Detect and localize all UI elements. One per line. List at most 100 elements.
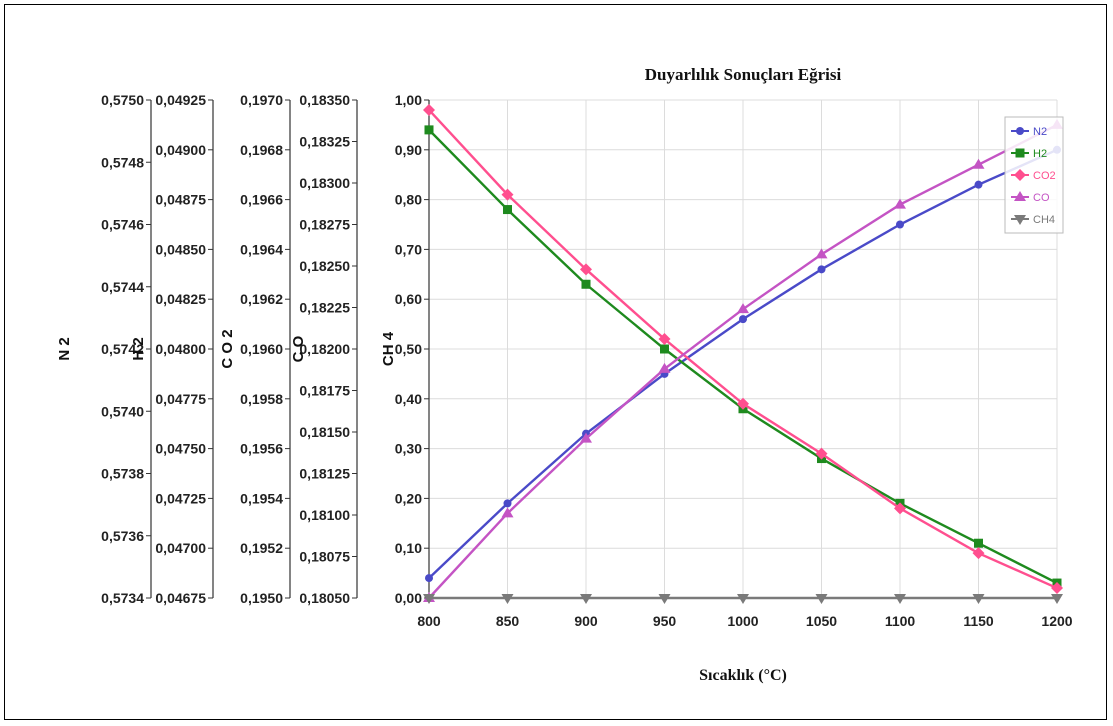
secondary-y-tick-label: 0,1952 (240, 540, 283, 556)
secondary-y-tick-label: 0,18125 (299, 466, 350, 482)
series-point-co (737, 303, 749, 314)
series-point-h2 (974, 538, 983, 548)
legend-swatch-marker (1016, 127, 1024, 135)
secondary-y-tick-label: 0,5740 (101, 403, 144, 419)
primary-y-tick-label: 0,80 (395, 192, 422, 208)
series-point-co2 (894, 502, 906, 515)
chart-frame: Duyarlılık Sonuçları Eğrisi 0,00 0,10 0,20 0… (4, 4, 1107, 720)
series-point-ch4 (1051, 594, 1063, 604)
series-point-co (894, 198, 906, 209)
secondary-y-tick-label: 0,04875 (155, 192, 206, 208)
legend-swatch-marker (1015, 148, 1025, 158)
secondary-y-tick-label: 0,1962 (240, 291, 283, 307)
series-point-co2 (580, 263, 592, 276)
x-tick-label: 1050 (806, 613, 837, 629)
series-point-n2 (817, 265, 826, 274)
primary-y-tick-label: 0,30 (395, 441, 422, 457)
secondary-y-tick-label: 0,1960 (240, 341, 283, 357)
secondary-y-tick-label: 0,04675 (155, 590, 206, 606)
series-point-h2 (660, 344, 669, 354)
secondary-y-tick-label: 0,5738 (101, 466, 144, 482)
series-point-co (972, 158, 985, 169)
chart-title: Duyarlılık Sonuçları Eğrisi (645, 65, 842, 84)
series-point-co (658, 362, 671, 373)
series-point-co2 (737, 397, 749, 410)
series-point-h2 (424, 125, 434, 135)
secondary-y-axis-title: H 2 (130, 337, 147, 360)
x-tick-label: 1150 (963, 613, 994, 629)
secondary-y-tick-label: 0,1950 (240, 590, 283, 606)
secondary-y-tick-label: 0,04750 (155, 441, 206, 457)
series-point-n2 (425, 574, 433, 583)
series-point-ch4 (815, 594, 828, 604)
series-point-ch4 (972, 594, 985, 604)
secondary-y-tick-label: 0,18150 (299, 424, 350, 440)
series-point-ch4 (737, 594, 749, 604)
series-point-co (501, 507, 514, 518)
secondary-y-tick-label: 0,5736 (101, 528, 144, 544)
series-point-n2 (974, 180, 983, 189)
x-tick-label: 850 (496, 613, 520, 629)
legend-swatch-marker (1014, 169, 1026, 181)
secondary-y-tick-label: 0,18050 (299, 590, 350, 606)
x-tick-label: 800 (417, 613, 441, 629)
legend-label: N2 (1033, 126, 1047, 138)
legend-label: H2 (1033, 148, 1047, 160)
series-point-n2 (739, 315, 747, 324)
x-tick-label: 900 (574, 613, 598, 629)
series-point-n2 (503, 499, 512, 508)
primary-y-tick-label: 0,20 (395, 490, 422, 506)
chart-svg: Duyarlılık Sonuçları Eğrisi 0,00 0,10 0,20 0… (56, 65, 1073, 684)
secondary-y-tick-label: 0,18275 (299, 217, 350, 233)
x-tick-label: 1100 (885, 613, 916, 629)
primary-y-tick-label: 0,50 (395, 341, 422, 357)
secondary-y-tick-label: 0,18300 (299, 175, 350, 191)
secondary-y-tick-label: 0,1964 (240, 241, 283, 257)
series-point-co (580, 432, 592, 443)
primary-y-tick-label: 0,40 (395, 391, 422, 407)
secondary-y-tick-label: 0,1956 (240, 441, 283, 457)
secondary-y-tick-label: 0,1968 (240, 142, 283, 158)
primary-y-axis-title: CH 4 (380, 331, 397, 366)
primary-y-tick-label: 0,90 (395, 142, 422, 158)
secondary-y-tick-label: 0,18175 (299, 383, 350, 399)
secondary-y-tick-label: 0,04725 (155, 490, 206, 506)
secondary-y-tick-label: 0,04900 (155, 142, 206, 158)
secondary-y-tick-label: 0,04825 (155, 291, 206, 307)
series-point-ch4 (501, 594, 514, 604)
secondary-y-tick-label: 0,04800 (155, 341, 206, 357)
secondary-y-tick-label: 0,1970 (240, 92, 283, 108)
series-point-co2 (501, 188, 514, 201)
x-tick-label: 950 (653, 613, 677, 629)
secondary-y-tick-label: 0,5746 (101, 217, 144, 233)
x-axis-title: Sıcaklık (°C) (699, 667, 787, 684)
secondary-y-axis-title: C O 2 (219, 329, 236, 368)
series-point-co2 (972, 547, 985, 560)
primary-y-tick-label: 0,10 (395, 540, 422, 556)
secondary-y-axis-title: N 2 (56, 337, 73, 360)
secondary-y-tick-label: 0,04925 (155, 92, 206, 108)
secondary-y-tick-label: 0,04700 (155, 540, 206, 556)
series-point-ch4 (423, 594, 435, 604)
legend-label: CO (1033, 192, 1050, 204)
secondary-y-tick-label: 0,5734 (101, 590, 144, 606)
series-point-co2 (423, 103, 435, 116)
secondary-y-tick-label: 0,18075 (299, 549, 350, 565)
secondary-y-tick-label: 0,5744 (101, 279, 144, 295)
secondary-y-tick-label: 0,1954 (240, 490, 283, 506)
x-tick-label: 1000 (727, 613, 758, 629)
secondary-y-axis-title: C O (290, 335, 307, 362)
primary-y-tick-label: 0,00 (395, 590, 422, 606)
legend-label: CH4 (1033, 214, 1055, 226)
secondary-y-tick-label: 0,04850 (155, 241, 206, 257)
secondary-y-tick-label: 0,04775 (155, 391, 206, 407)
secondary-y-tick-label: 0,18100 (299, 507, 350, 523)
series-point-co2 (1051, 582, 1063, 595)
secondary-y-tick-label: 0,5750 (101, 92, 144, 108)
series-point-n2 (896, 220, 904, 229)
secondary-y-tick-label: 0,18325 (299, 134, 350, 150)
series-point-co2 (815, 447, 828, 460)
primary-y-tick-label: 1,00 (395, 92, 422, 108)
legend-swatch-marker (1014, 215, 1026, 225)
secondary-y-tick-label: 0,18250 (299, 258, 350, 274)
